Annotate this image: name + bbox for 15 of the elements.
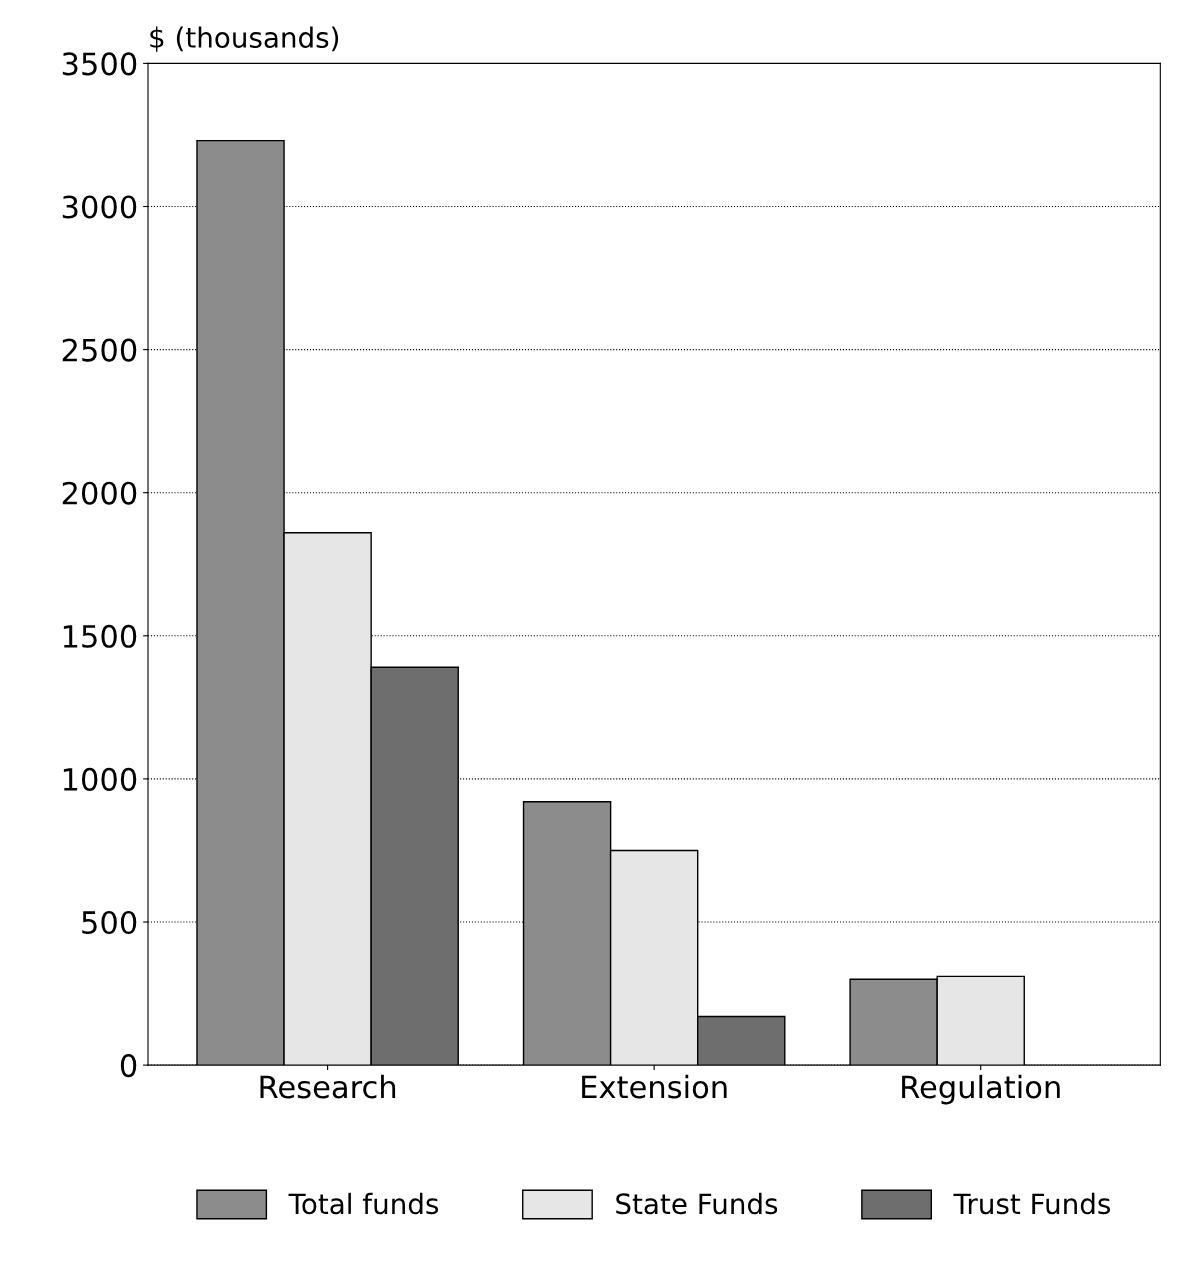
y-tick-label: 2000 (62, 481, 137, 505)
legend-label: Total funds (288, 1192, 439, 1215)
legend-label: State Funds (616, 1192, 778, 1215)
legend-label: Trust Funds (953, 1192, 1111, 1215)
x-tick-label: Extension (582, 1074, 727, 1099)
y-axis-title: $ (thousands) (150, 26, 339, 52)
y-tick-label: 1000 (63, 767, 137, 791)
y-tick-label: 3500 (62, 52, 137, 76)
y-tick-label: 2500 (62, 338, 137, 362)
y-tick-label: 0 (120, 1054, 137, 1078)
y-tick-label: 500 (82, 910, 137, 935)
x-tick-label: Research (260, 1074, 396, 1099)
y-tick-label: 3000 (62, 195, 137, 219)
y-tick-label: 1500 (63, 624, 137, 648)
x-tick-label: Regulation (902, 1074, 1060, 1105)
